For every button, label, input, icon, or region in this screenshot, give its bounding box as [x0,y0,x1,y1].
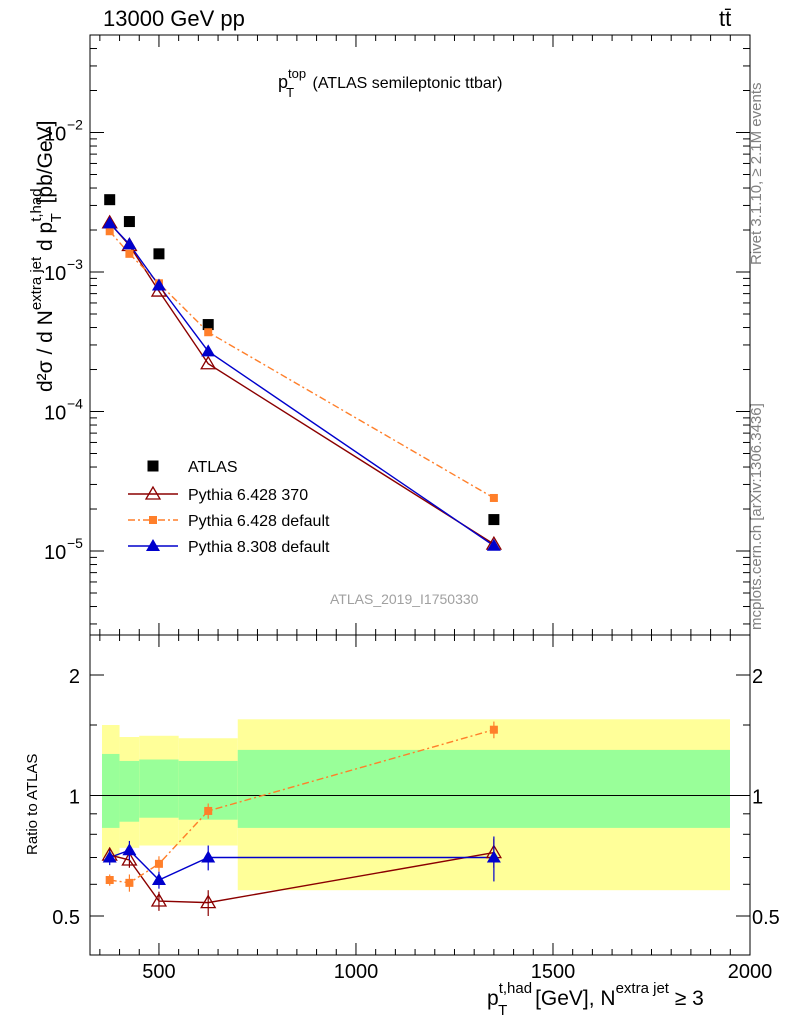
main-point-atlas-4 [488,514,500,526]
main-y-tick-exp: −3 [67,256,83,272]
ratio-y-tick-label-left: 1 [69,787,80,809]
x-tick-label-1500: 1500 [531,961,576,983]
ratio-point-1-4 [489,725,498,734]
main-y-tick-label: 10 [44,542,66,564]
main-point-3-0 [102,216,117,229]
ratio-y-axis-label: Ratio to ATLAS [24,754,41,855]
ratio-y-tick-label-left: 2 [69,666,80,688]
ratio-uncertainty-bands [90,719,750,891]
xlabel-sup2: extra jet [616,980,670,997]
legend-marker-1 [144,485,162,500]
xlabel-p: p [487,987,499,1010]
ratio-point-1-1 [125,878,134,887]
ratio-band-inner-2 [139,759,179,818]
ylabel-d2sigma: d²σ / d N [34,310,57,392]
main-line-2 [109,230,495,499]
ratio-point-2-2 [151,873,166,886]
legend-label-1: Pythia 6.428 370 [188,487,308,504]
main-point-2-3 [204,328,213,337]
main-point-3-4 [486,538,501,551]
data-markers [101,194,503,916]
x-axis-label: pt,had T [GeV], Nextra jet ≥ 3 [487,980,704,1019]
legend-label-0: ATLAS [188,459,238,476]
main-point-2-4 [489,493,498,502]
ratio-point-1-2 [154,859,163,868]
ratio-point-1-3 [204,806,213,815]
legend-marker-2 [149,516,157,524]
main-y-tick-exp: −4 [67,396,83,412]
main-y-tick-label: 10 [44,124,66,146]
main-point-3-3 [201,344,216,357]
x-tick-label-1000: 1000 [334,961,379,983]
main-point-1-3 [200,355,217,370]
ylabel-dp: d p [34,222,57,257]
ylabel-sub2: T [48,213,65,222]
xlabel-tail: ≥ 3 [669,987,704,1010]
mcplots-label: mcplots.cern.ch [arXiv:1306.3436] [748,403,765,630]
ratio-point-0-2 [150,892,168,907]
main-y-axis-label: d²σ / d Nextra jet d pt,had T [pb/GeV] [28,121,65,392]
main-point-atlas-1 [123,216,135,228]
analysis-watermark: ATLAS_2019_I1750330 [330,591,479,607]
header-energy: 13000 GeV pp [103,6,245,31]
main-point-2-0 [105,227,114,236]
main-point-2-1 [125,249,134,258]
xlabel-sup: t,had [499,980,532,997]
ylabel-sup2: t,had [28,188,45,221]
ratio-point-0-3 [200,894,217,909]
xlabel-unit: [GeV], N [529,987,615,1010]
main-y-tick-label: 10 [44,403,66,425]
ratio-point-2-0 [102,850,117,863]
ratio-y-tick-label-left: 0.5 [52,907,80,929]
ratio-y-tick-label-right: 1 [752,787,763,809]
ratio-y-tick-label-right: 0.5 [752,907,780,929]
main-y-tick-exp: −2 [67,117,83,133]
legend: ATLAS Pythia 6.428 370 Pythia 6.428 defaul… [128,459,330,556]
ylabel-sup1: extra jet [28,256,45,310]
ratio-point-2-4 [486,850,501,863]
plot-title-sub: T [286,85,294,100]
main-y-tick-label: 10 [44,263,66,285]
axis-ticks [90,34,751,955]
ylabel-unit: [pb/GeV] [34,121,57,210]
ratio-point-2-1 [122,843,137,856]
main-y-tick-exp: −5 [67,535,83,551]
main-point-atlas-0 [104,194,116,206]
x-tick-label-2000: 2000 [728,961,773,983]
legend-marker-0 [147,460,159,472]
ratio-band-inner-1 [119,760,140,822]
xlabel-sub: T [498,1002,507,1019]
plot-title-rest: (ATLAS semileptonic ttbar) [308,75,502,92]
plot-title-sup: top [288,66,306,81]
main-point-3-1 [122,237,137,250]
ratio-band-inner-4 [237,749,730,828]
main-point-atlas-2 [153,248,165,260]
header-process: tt̄ [719,6,731,31]
main-point-3-2 [151,278,166,291]
ratio-band-inner-0 [102,753,120,828]
legend-label-3: Pythia 8.308 default [188,539,330,556]
rivet-version-label: Rivet 3.1.10, ≥ 2.1M events [748,83,765,266]
plot-title: ptop T (ATLAS semileptonic ttbar) [278,66,502,100]
main-point-atlas-3 [202,319,214,331]
ratio-point-0-1 [121,851,138,866]
ratio-y-tick-label-right: 2 [752,666,763,688]
ratio-point-1-0 [105,876,114,885]
x-tick-label-500: 500 [142,961,175,983]
legend-marker-3 [146,539,160,551]
legend-label-2: Pythia 6.428 default [188,513,330,530]
ratio-point-2-3 [201,850,216,863]
plot-title-main: p [278,72,288,92]
